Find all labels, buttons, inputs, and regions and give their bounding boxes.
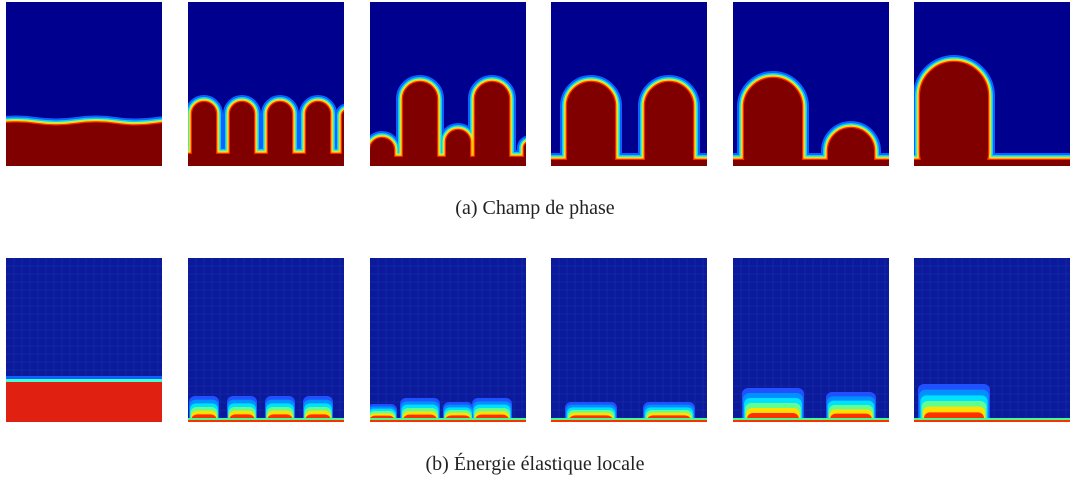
shape — [551, 160, 707, 166]
phase-panel — [188, 2, 344, 166]
shape — [192, 102, 216, 166]
energy-panel — [733, 258, 889, 422]
band — [6, 379, 162, 382]
band — [733, 418, 889, 420]
band — [188, 420, 344, 422]
background — [370, 258, 526, 422]
shape — [230, 102, 254, 166]
background — [551, 258, 707, 422]
phase-panel — [551, 2, 707, 166]
shape — [914, 157, 1070, 163]
subcaption-b: (b) Énergie élastique locale — [426, 452, 645, 475]
shape — [914, 156, 1070, 164]
shape — [733, 158, 889, 162]
shape — [370, 138, 394, 166]
shape — [446, 130, 470, 166]
shape — [6, 122, 162, 166]
energy-panel — [370, 258, 526, 422]
band — [551, 418, 707, 420]
shape — [733, 156, 889, 164]
energy-panel — [6, 258, 162, 422]
shape — [342, 111, 344, 166]
shape — [914, 160, 1070, 166]
phase-panel — [914, 2, 1070, 166]
shape — [733, 155, 889, 165]
shape — [828, 128, 874, 166]
shape — [645, 82, 693, 166]
shape — [744, 78, 802, 166]
subcaption-a: (a) Champ de phase — [455, 197, 615, 219]
band — [914, 418, 1070, 420]
shape — [920, 62, 988, 166]
shape — [733, 153, 889, 166]
band — [188, 418, 344, 420]
energy-panel — [914, 258, 1070, 422]
shape — [268, 102, 292, 166]
energy-panel — [551, 258, 707, 422]
shape — [914, 155, 1070, 165]
phase-panel — [370, 2, 526, 166]
band — [370, 418, 526, 420]
shape — [567, 82, 615, 166]
shape — [188, 154, 344, 166]
band — [6, 382, 162, 422]
background — [188, 258, 344, 422]
band — [6, 376, 162, 380]
shape — [306, 102, 330, 166]
shape — [733, 157, 889, 163]
shape — [914, 158, 1070, 162]
shape — [403, 82, 437, 166]
shape — [524, 143, 526, 166]
shape — [733, 160, 889, 166]
band — [370, 420, 526, 422]
phase-panel — [733, 2, 889, 166]
band — [733, 420, 889, 422]
band — [914, 420, 1070, 422]
shape — [914, 153, 1070, 166]
phase-panel — [6, 2, 162, 166]
energy-panel — [188, 258, 344, 422]
band — [551, 420, 707, 422]
shape — [475, 82, 509, 166]
